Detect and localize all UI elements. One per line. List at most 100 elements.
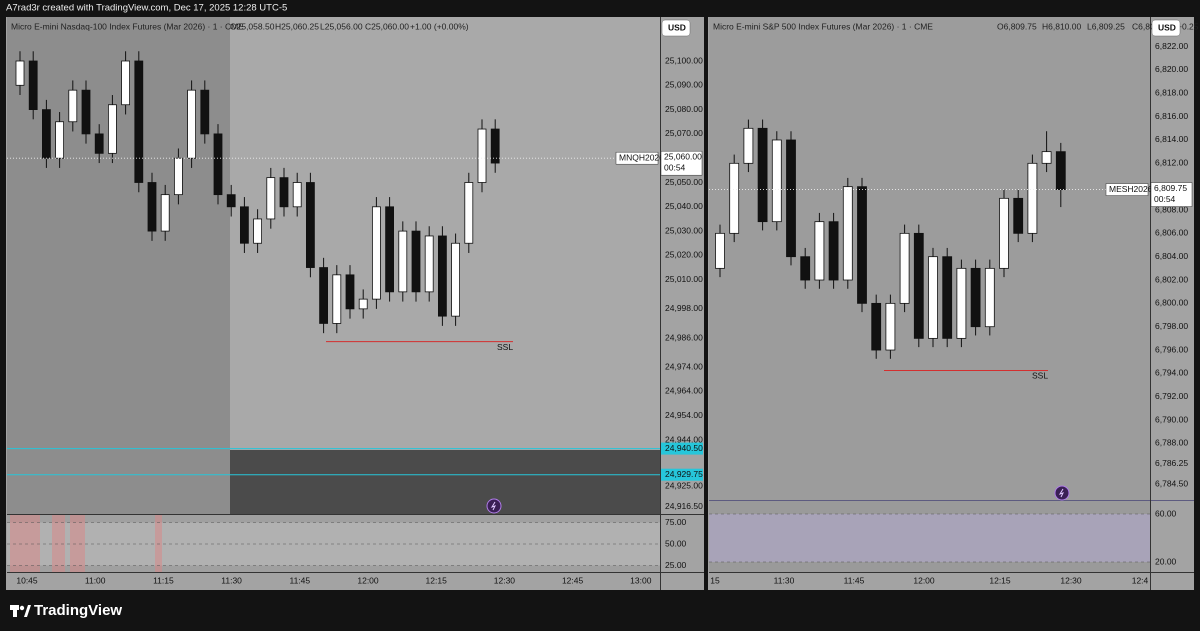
time-label: 11:30: [221, 575, 242, 585]
time-label: 11:45: [844, 575, 865, 585]
chart-title: Micro E-mini Nasdaq-100 Index Futures (M…: [11, 21, 244, 31]
candle-body: [371, 206, 381, 300]
ohlc-value: +1.00 (+0.00%): [410, 21, 469, 31]
candle-body: [239, 206, 249, 244]
currency-label[interactable]: USD: [1158, 22, 1176, 32]
time-label: 12:15: [426, 575, 448, 585]
alert-icon: [1058, 488, 1064, 498]
ohlc-value: +0.25 (+0.00%): [1177, 21, 1200, 31]
candle-body: [899, 232, 910, 304]
time-label: 12:45: [562, 575, 584, 585]
ohlc-value: C6,809.75: [1132, 21, 1171, 31]
candle-body: [857, 186, 867, 304]
candle-body: [28, 60, 38, 110]
price-tick-label: 24,916.50: [665, 501, 703, 511]
footer-logo-text: TradingView: [34, 602, 122, 619]
time-label: 12:15: [989, 575, 1011, 585]
candle-body: [913, 232, 924, 339]
price-tick-label: 6,808.00: [1155, 204, 1188, 214]
price-tick-label: 6,788.00: [1155, 438, 1188, 448]
candle-body: [464, 182, 474, 244]
time-label: 12:4: [1132, 575, 1149, 585]
oscillator-tick-label: 25.00: [665, 560, 687, 570]
candle-body: [970, 267, 981, 328]
candle-body: [398, 230, 408, 293]
time-label: 15: [710, 575, 720, 585]
time-label: 10:45: [16, 575, 38, 585]
candle-body: [226, 194, 236, 208]
candle-body: [332, 274, 342, 324]
price-tick-label: 6,814.00: [1155, 134, 1188, 144]
price-tick-label: 6,798.00: [1155, 321, 1188, 331]
time-label: 11:15: [153, 575, 174, 585]
candle-body: [55, 121, 64, 159]
currency-button[interactable]: [661, 19, 691, 37]
candle-body: [358, 298, 368, 310]
zone-box: [230, 450, 660, 514]
level-tag: [661, 468, 703, 481]
candle-body: [266, 177, 276, 220]
price-tick-label: 24,964.00: [665, 386, 703, 396]
currency-button[interactable]: [1151, 19, 1181, 37]
candle-body: [424, 235, 434, 293]
currency-label[interactable]: USD: [668, 22, 686, 32]
candle-body: [279, 177, 289, 208]
candle-body: [253, 218, 263, 244]
level-tag-label: 24,940.50: [665, 443, 703, 453]
price-tick-label: 6,818.00: [1155, 88, 1188, 98]
time-label: 11:45: [289, 575, 310, 585]
premarket-shade: [7, 17, 230, 514]
oscillator-tick-label: 75.00: [665, 517, 687, 527]
candle-body: [187, 89, 197, 159]
price-tick-label: 6,804.00: [1155, 251, 1188, 261]
price-tick-label: 6,812.00: [1155, 158, 1188, 168]
price-tick-label: 6,796.00: [1155, 344, 1188, 354]
price-tick-label: 6,822.00: [1155, 41, 1188, 51]
candle-body: [42, 109, 51, 159]
candle-body: [828, 221, 839, 281]
price-tick-label: 6,820.00: [1155, 64, 1188, 74]
candle-body: [121, 60, 130, 106]
price-tag-label: 25,060.00: [664, 151, 702, 161]
candle-body: [942, 256, 953, 339]
oscillator-tick-label: 50.00: [665, 538, 687, 548]
price-tick-label: 6,786.25: [1155, 458, 1188, 468]
candle-body: [757, 127, 768, 223]
candle-body: [94, 133, 104, 154]
price-tick-label: 25,090.00: [665, 80, 703, 90]
price-tick-label: 25,020.00: [665, 250, 703, 260]
price-tick-label: 24,954.00: [665, 410, 703, 420]
price-tick-label: 6,816.00: [1155, 111, 1188, 121]
countdown: 00:54: [1154, 194, 1176, 204]
candle-body: [147, 182, 157, 232]
candle-body: [345, 274, 355, 310]
candle-body: [956, 267, 967, 339]
time-label: 12:30: [494, 575, 516, 585]
candle-body: [984, 267, 995, 328]
price-tick-label: 6,792.00: [1155, 391, 1188, 401]
oscillator-highlight: [52, 515, 65, 572]
candle-body: [814, 221, 825, 281]
price-tick-label: 6,790.00: [1155, 414, 1188, 424]
countdown: 00:54: [664, 162, 686, 172]
price-tick-label: 6,784.50: [1155, 478, 1188, 488]
candle-body: [173, 157, 183, 196]
candle-body: [385, 206, 395, 293]
ohlc-value: L6,809.25: [1087, 21, 1125, 31]
candle-body: [134, 60, 144, 183]
alert-icon: [490, 501, 496, 511]
candle-body: [885, 302, 896, 351]
oscillator-tick-label: 60.00: [1155, 508, 1177, 518]
ohlc-value: C25,060.00: [365, 21, 409, 31]
symbol-tag-label: MNQH2026: [619, 152, 664, 162]
symbol-tag: [615, 151, 659, 165]
price-tick-label: 25,070.00: [665, 128, 703, 138]
oscillator-highlight: [70, 515, 85, 572]
time-label: 11:30: [774, 575, 795, 585]
candle-body: [437, 235, 447, 317]
price-tick-label: 24,986.00: [665, 332, 703, 342]
candle-body: [213, 133, 223, 196]
price-tick-label: 25,040.00: [665, 201, 703, 211]
oscillator-band: [709, 514, 1150, 562]
candle-body: [108, 104, 117, 154]
